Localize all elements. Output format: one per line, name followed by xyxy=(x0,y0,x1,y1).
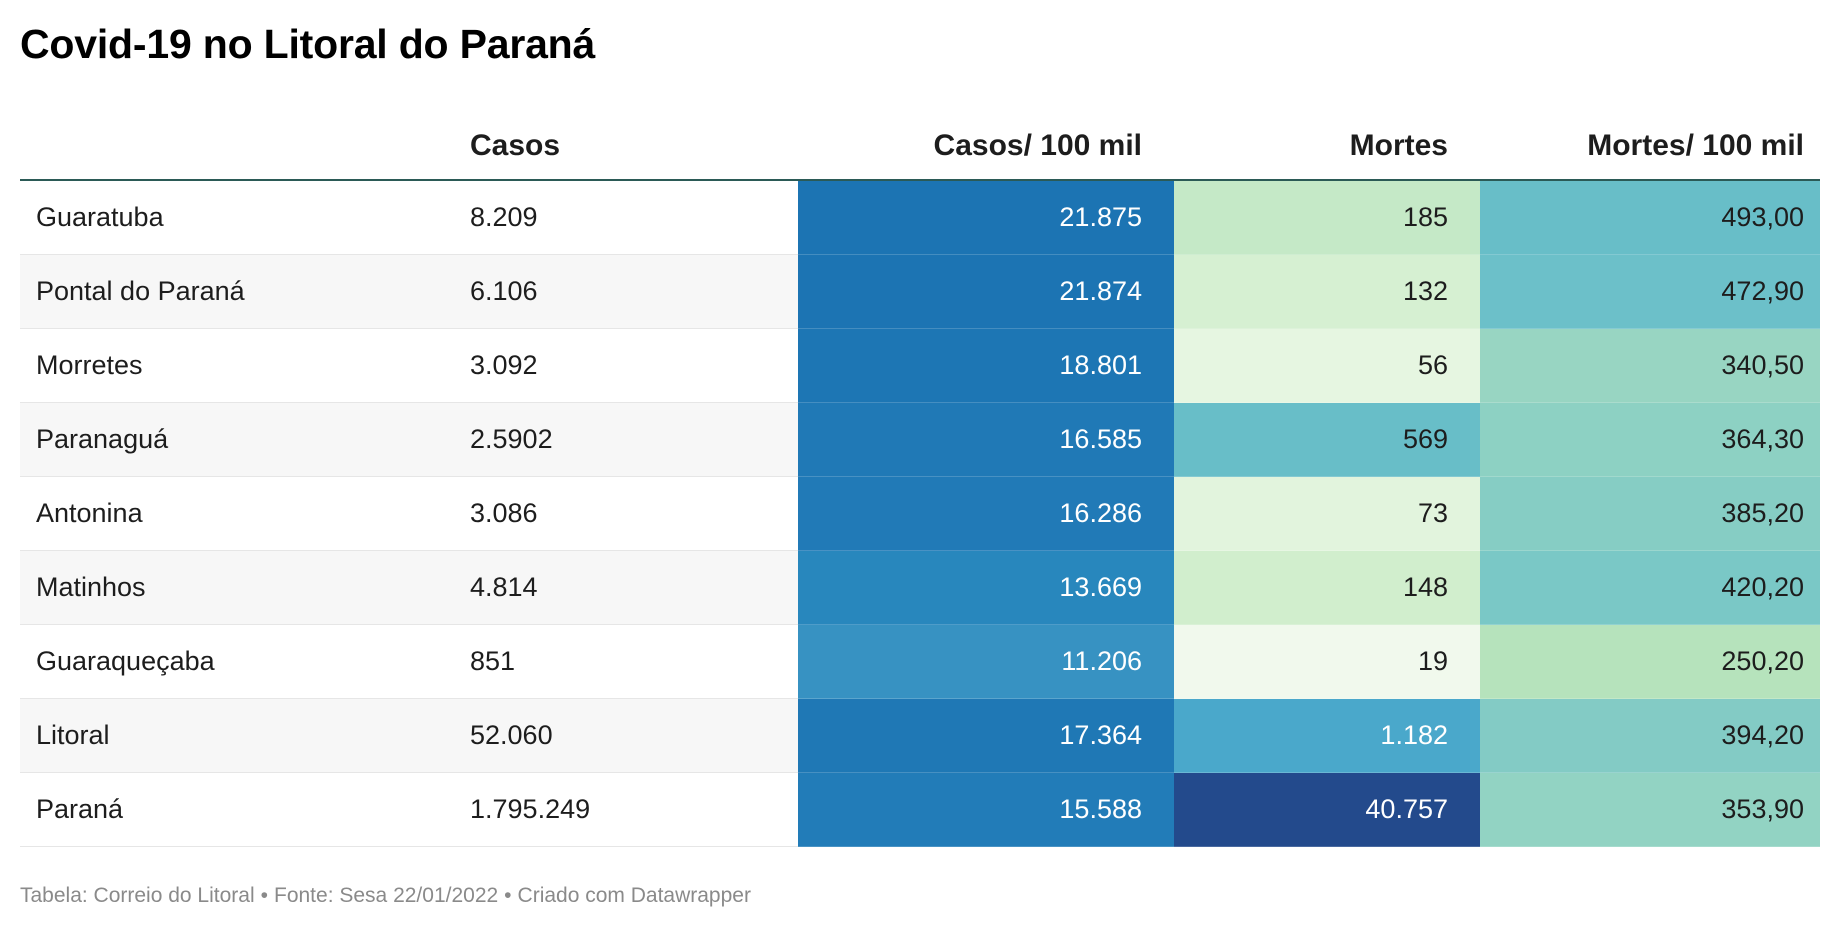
cell-municipio: Guaratuba xyxy=(20,180,454,255)
cell-mortes: 185 xyxy=(1174,180,1480,255)
table-row: Matinhos 4.814 13.669 148 420,20 xyxy=(20,550,1820,625)
data-table: Casos Casos/ 100 mil Mortes Mortes/ 100 … xyxy=(20,112,1820,847)
footer-separator: • xyxy=(260,884,268,907)
cell-casos-100mil: 21.874 xyxy=(798,254,1174,329)
cell-casos: 6.106 xyxy=(454,254,798,329)
chart-title: Covid-19 no Litoral do Paraná xyxy=(20,21,596,67)
cell-municipio: Litoral xyxy=(20,698,454,773)
cell-municipio: Matinhos xyxy=(20,550,454,625)
header-mortes-100mil[interactable]: Mortes/ 100 mil xyxy=(1480,112,1820,181)
cell-municipio: Antonina xyxy=(20,476,454,551)
cell-mortes-100mil: 394,20 xyxy=(1480,698,1820,773)
table-body: Guaratuba 8.209 21.875 185 493,00 Pontal do P… xyxy=(20,180,1820,847)
footer-table-label: Tabela: Correio do Litoral xyxy=(20,884,255,907)
table-row: Morretes 3.092 18.801 56 340,50 xyxy=(20,328,1820,403)
cell-casos-100mil: 18.801 xyxy=(798,328,1174,403)
table-row: Guaratuba 8.209 21.875 185 493,00 xyxy=(20,180,1820,255)
cell-casos: 1.795.249 xyxy=(454,772,798,847)
table-row: Pontal do Paraná 6.106 21.874 132 472,90 xyxy=(20,254,1820,329)
cell-casos-100mil: 16.585 xyxy=(798,402,1174,477)
footer-separator: • xyxy=(504,884,512,907)
cell-mortes: 19 xyxy=(1174,624,1480,699)
cell-mortes: 73 xyxy=(1174,476,1480,551)
cell-municipio: Pontal do Paraná xyxy=(20,254,454,329)
cell-casos: 851 xyxy=(454,624,798,699)
chart-footer: Tabela: Correio do Litoral • Fonte: Sesa 2… xyxy=(20,884,751,908)
cell-mortes-100mil: 353,90 xyxy=(1480,772,1820,847)
cell-mortes-100mil: 385,20 xyxy=(1480,476,1820,551)
cell-mortes-100mil: 420,20 xyxy=(1480,550,1820,625)
footer-credit[interactable]: Criado com Datawrapper xyxy=(517,884,751,907)
footer-source: Fonte: Sesa 22/01/2022 xyxy=(274,884,499,907)
cell-mortes: 148 xyxy=(1174,550,1480,625)
cell-casos-100mil: 13.669 xyxy=(798,550,1174,625)
cell-casos: 52.060 xyxy=(454,698,798,773)
cell-casos: 8.209 xyxy=(454,180,798,255)
cell-mortes-100mil: 493,00 xyxy=(1480,180,1820,255)
table-row: Guaraqueçaba 851 11.206 19 250,20 xyxy=(20,624,1820,699)
cell-casos-100mil: 17.364 xyxy=(798,698,1174,773)
cell-casos-100mil: 21.875 xyxy=(798,180,1174,255)
cell-municipio: Guaraqueçaba xyxy=(20,624,454,699)
header-mortes[interactable]: Mortes xyxy=(1174,112,1480,181)
cell-casos-100mil: 16.286 xyxy=(798,476,1174,551)
cell-casos-100mil: 15.588 xyxy=(798,772,1174,847)
table-row: Paranaguá 2.5902 16.585 569 364,30 xyxy=(20,402,1820,477)
cell-municipio: Morretes xyxy=(20,328,454,403)
cell-mortes: 569 xyxy=(1174,402,1480,477)
header-row: Casos Casos/ 100 mil Mortes Mortes/ 100 … xyxy=(20,112,1820,181)
cell-casos: 3.092 xyxy=(454,328,798,403)
cell-casos: 4.814 xyxy=(454,550,798,625)
table-row: Antonina 3.086 16.286 73 385,20 xyxy=(20,476,1820,551)
cell-mortes: 40.757 xyxy=(1174,772,1480,847)
cell-mortes: 56 xyxy=(1174,328,1480,403)
header-name[interactable] xyxy=(20,112,454,181)
cell-mortes: 1.182 xyxy=(1174,698,1480,773)
cell-municipio: Paraná xyxy=(20,772,454,847)
cell-casos: 3.086 xyxy=(454,476,798,551)
cell-mortes-100mil: 340,50 xyxy=(1480,328,1820,403)
cell-mortes-100mil: 472,90 xyxy=(1480,254,1820,329)
cell-casos: 2.5902 xyxy=(454,402,798,477)
header-casos-100mil[interactable]: Casos/ 100 mil xyxy=(798,112,1174,181)
cell-municipio: Paranaguá xyxy=(20,402,454,477)
table-row: Litoral 52.060 17.364 1.182 394,20 xyxy=(20,698,1820,773)
table-row: Paraná 1.795.249 15.588 40.757 353,90 xyxy=(20,772,1820,847)
cell-mortes-100mil: 250,20 xyxy=(1480,624,1820,699)
cell-mortes: 132 xyxy=(1174,254,1480,329)
chart-container: Covid-19 no Litoral do Paraná xyxy=(20,0,1820,82)
cell-casos-100mil: 11.206 xyxy=(798,624,1174,699)
header-casos[interactable]: Casos xyxy=(454,112,798,181)
cell-mortes-100mil: 364,30 xyxy=(1480,402,1820,477)
